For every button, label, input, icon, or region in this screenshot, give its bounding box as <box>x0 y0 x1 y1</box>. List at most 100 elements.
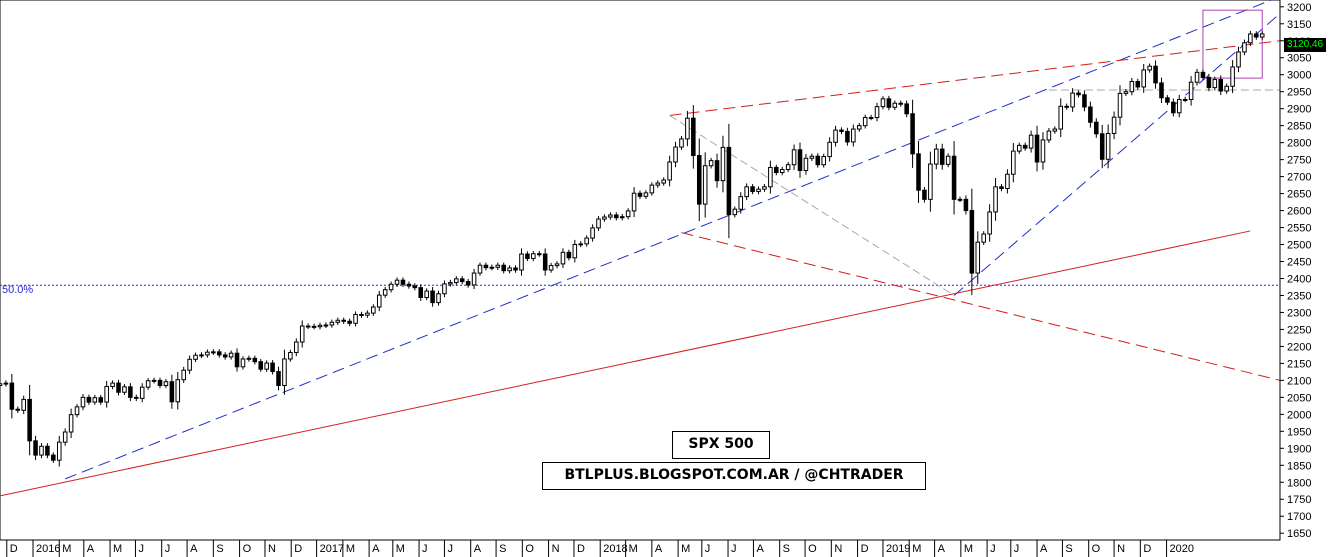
y-tick-label: 2000 <box>1287 409 1311 421</box>
candle <box>993 177 998 221</box>
candle-body <box>1094 121 1099 135</box>
candle-body <box>116 382 121 393</box>
candle-body <box>1052 128 1058 132</box>
x-tick-label: M <box>396 543 405 555</box>
candle-body <box>187 358 192 371</box>
candle <box>371 304 376 316</box>
candle <box>904 100 909 118</box>
candle <box>56 435 62 467</box>
candle <box>548 262 554 273</box>
candle <box>128 383 133 402</box>
candle-body <box>578 243 584 246</box>
candle-body <box>311 325 317 328</box>
candle-body <box>294 341 299 354</box>
candle <box>1064 103 1069 110</box>
candle <box>0 381 3 389</box>
candle <box>483 262 489 271</box>
x-tick-label: M <box>62 543 71 555</box>
x-tick-label: S <box>783 543 790 555</box>
candle <box>1218 75 1224 96</box>
y-tick-label: 2300 <box>1287 307 1311 319</box>
candle <box>1259 31 1265 40</box>
candle-body <box>1088 106 1093 123</box>
candle-body <box>1176 99 1182 114</box>
candle <box>1254 31 1259 40</box>
candle <box>839 127 844 135</box>
candle-body <box>614 214 619 219</box>
x-tick-label: A <box>190 543 198 555</box>
candle <box>1040 132 1046 170</box>
candle <box>945 153 951 168</box>
x-tick-label: M <box>964 543 973 555</box>
candle <box>311 323 317 330</box>
candle <box>768 160 773 194</box>
x-tick-label: 2020 <box>1170 543 1194 555</box>
x-tick-label: D <box>294 543 302 555</box>
candle <box>614 212 619 221</box>
candle <box>1076 90 1081 98</box>
candle <box>1016 142 1022 154</box>
candle <box>1206 73 1212 92</box>
candle-body <box>1147 65 1152 71</box>
x-tick-label: A <box>1040 543 1048 555</box>
candle-body <box>785 164 791 170</box>
candle <box>880 96 886 110</box>
candle <box>442 280 447 298</box>
fib-level-label: 50.0% <box>2 284 34 296</box>
candle <box>465 278 471 288</box>
candle <box>199 352 204 358</box>
candle <box>602 214 607 222</box>
candle <box>1165 95 1170 105</box>
candle-body <box>809 155 815 159</box>
candle-body <box>1016 144 1022 152</box>
candle <box>821 153 826 168</box>
candle <box>1034 125 1040 172</box>
candle <box>1088 101 1093 128</box>
candle-body <box>637 192 643 197</box>
candle <box>1022 142 1028 151</box>
chart-title: SPX 500 <box>672 431 770 459</box>
candle <box>1159 77 1164 104</box>
candle-body <box>151 379 157 382</box>
x-tick-label: J <box>1014 543 1020 555</box>
y-axis: 3200315031003050300029502900285028002750… <box>1279 0 1311 540</box>
y-tick-label: 3000 <box>1287 70 1311 82</box>
candle-body <box>1046 130 1052 141</box>
candle-body <box>649 184 655 194</box>
candle-body <box>222 354 228 358</box>
candle <box>649 182 655 196</box>
candle-body <box>762 186 767 190</box>
candle <box>175 371 181 410</box>
upper-resistance-line <box>669 40 1281 116</box>
candle <box>412 283 418 291</box>
candle-body <box>981 233 986 243</box>
candle-body <box>1188 81 1194 101</box>
candle-body <box>305 325 311 328</box>
candle <box>74 404 80 418</box>
candle <box>317 322 323 330</box>
candle <box>596 215 601 231</box>
x-tick-label: M <box>113 543 122 555</box>
candle <box>388 281 394 293</box>
y-tick-label: 1650 <box>1287 528 1311 540</box>
candle <box>874 102 880 122</box>
candle <box>1248 30 1253 46</box>
candle-body <box>874 106 880 119</box>
candle-body <box>720 146 726 182</box>
candle <box>1194 68 1200 86</box>
candle <box>376 290 382 312</box>
candle-body <box>27 398 32 442</box>
candle <box>637 190 643 200</box>
candle-body <box>471 272 477 286</box>
candle-body <box>228 352 234 358</box>
x-tick-label: 2019 <box>886 543 910 555</box>
x-tick-label: D <box>861 543 869 555</box>
candle <box>922 186 927 203</box>
candle-body <box>1011 150 1016 175</box>
candle-body <box>685 117 690 140</box>
candle-body <box>910 113 915 155</box>
candle-body <box>45 445 50 456</box>
candle <box>750 184 755 195</box>
candle <box>732 206 738 218</box>
candle <box>661 177 666 186</box>
